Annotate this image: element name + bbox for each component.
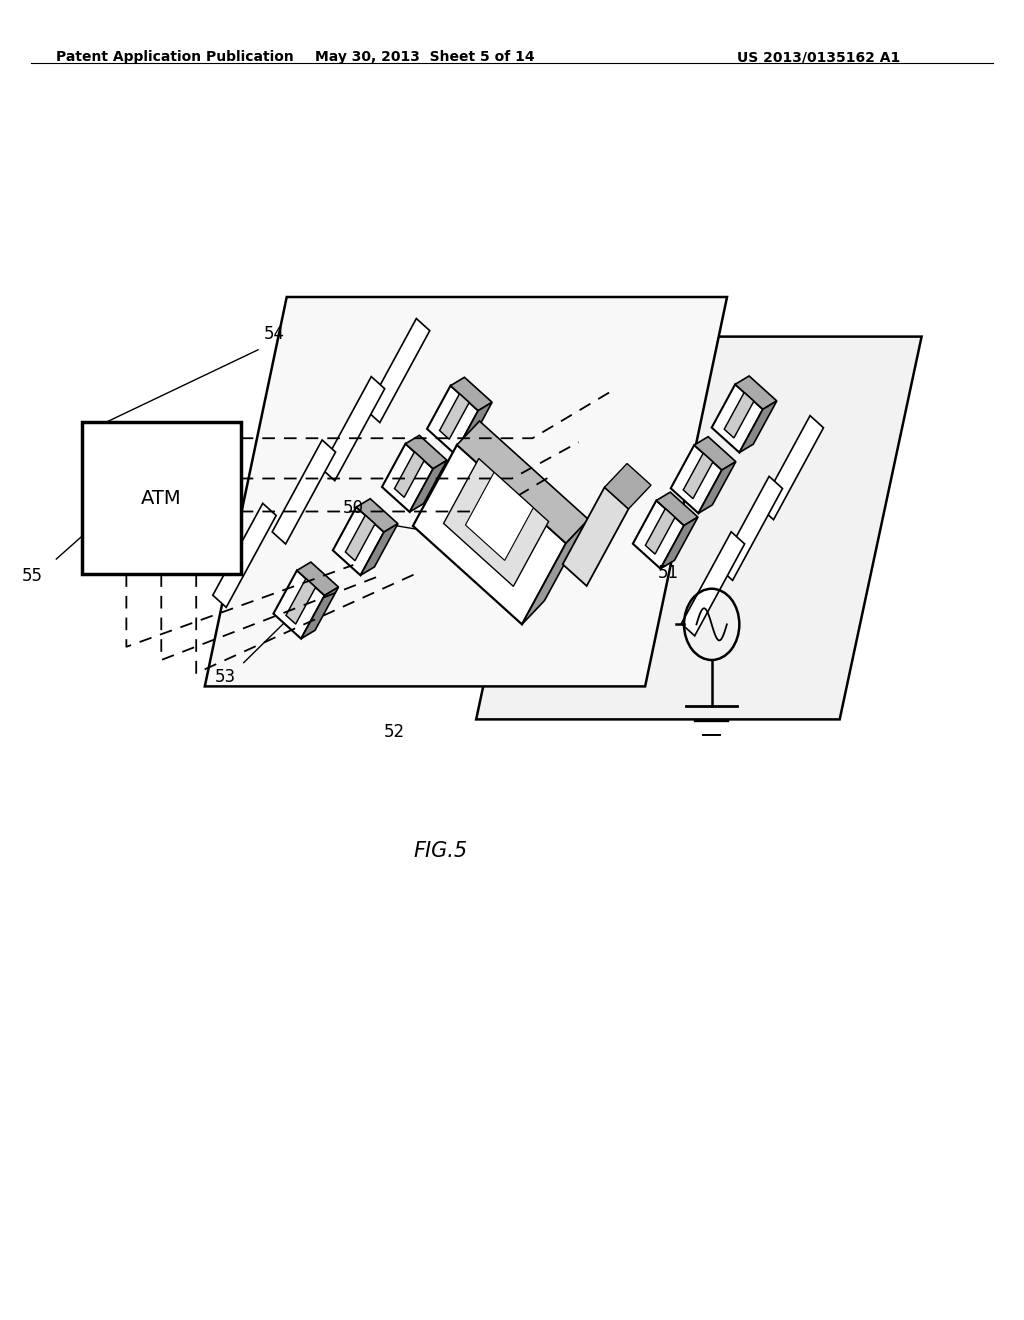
Text: 54: 54 — [264, 325, 286, 343]
Polygon shape — [739, 401, 777, 453]
Polygon shape — [522, 520, 589, 624]
Text: May 30, 2013  Sheet 5 of 14: May 30, 2013 Sheet 5 of 14 — [315, 50, 535, 65]
Polygon shape — [719, 477, 782, 581]
Polygon shape — [427, 385, 478, 454]
Text: 50: 50 — [342, 499, 364, 517]
Polygon shape — [633, 500, 684, 569]
Text: ATM: ATM — [141, 488, 181, 508]
Polygon shape — [286, 578, 315, 624]
Polygon shape — [333, 507, 384, 576]
Polygon shape — [273, 570, 325, 639]
Polygon shape — [410, 461, 447, 512]
Polygon shape — [645, 508, 675, 554]
FancyBboxPatch shape — [82, 422, 241, 574]
Polygon shape — [205, 297, 727, 686]
Polygon shape — [712, 384, 763, 453]
Text: Patent Application Publication: Patent Application Publication — [56, 50, 294, 65]
Polygon shape — [604, 463, 651, 510]
Polygon shape — [698, 462, 736, 513]
Polygon shape — [322, 376, 385, 480]
Polygon shape — [694, 437, 736, 470]
Polygon shape — [660, 517, 698, 569]
Polygon shape — [413, 445, 566, 624]
Polygon shape — [272, 440, 336, 544]
Text: 55: 55 — [22, 566, 43, 585]
Polygon shape — [671, 445, 722, 513]
Polygon shape — [681, 532, 744, 636]
Polygon shape — [457, 421, 589, 544]
Polygon shape — [724, 392, 754, 438]
Polygon shape — [382, 444, 433, 512]
Polygon shape — [476, 337, 922, 719]
Text: US 2013/0135162 A1: US 2013/0135162 A1 — [737, 50, 900, 65]
Text: 51: 51 — [657, 564, 679, 582]
Polygon shape — [760, 416, 823, 520]
Polygon shape — [394, 451, 424, 498]
Polygon shape — [360, 524, 398, 576]
Polygon shape — [451, 378, 493, 411]
Polygon shape — [455, 403, 493, 454]
Polygon shape — [213, 503, 276, 607]
Polygon shape — [443, 458, 549, 586]
Text: 53: 53 — [214, 668, 236, 686]
Text: FIG.5: FIG.5 — [414, 841, 467, 862]
Polygon shape — [301, 587, 339, 639]
Polygon shape — [466, 473, 534, 561]
Polygon shape — [439, 393, 469, 440]
Polygon shape — [563, 487, 629, 586]
Text: 52: 52 — [384, 723, 404, 742]
Polygon shape — [656, 492, 698, 525]
Polygon shape — [406, 436, 447, 469]
Polygon shape — [735, 376, 777, 409]
Polygon shape — [367, 318, 430, 422]
Polygon shape — [683, 453, 713, 499]
Polygon shape — [356, 499, 398, 532]
Polygon shape — [345, 515, 375, 561]
Polygon shape — [297, 562, 339, 595]
